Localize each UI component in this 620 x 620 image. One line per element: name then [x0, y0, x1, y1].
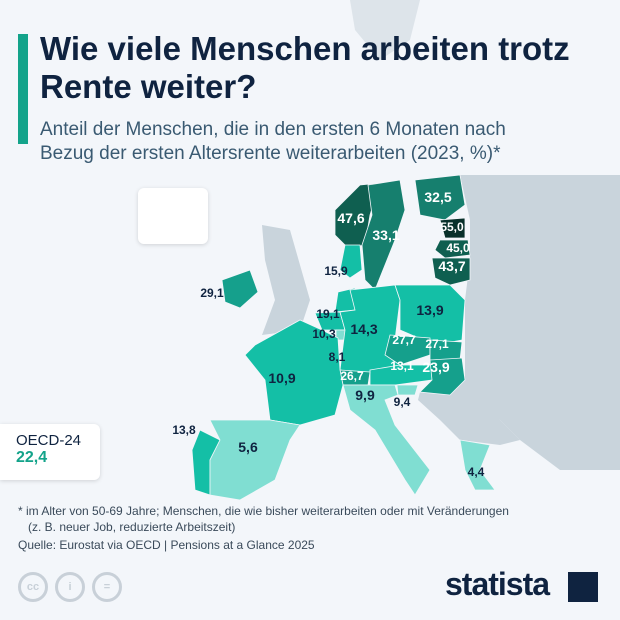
value-label-sweden: 33,1	[372, 227, 400, 243]
value-label-hungary: 23,9	[422, 359, 450, 375]
value-label-netherlands: 19,1	[316, 307, 340, 321]
cc-license-icon[interactable]: cc	[18, 572, 48, 602]
source-text: Quelle: Eurostat via OECD | Pensions at …	[18, 538, 315, 552]
value-label-germany: 14,3	[350, 321, 378, 337]
footnote-line-2: (z. B. neuer Job, reduzierte Arbeitszeit…	[28, 520, 236, 534]
value-label-norway: 47,6	[337, 210, 365, 226]
value-label-lithuania: 43,7	[438, 258, 466, 274]
country-hungary	[419, 357, 466, 396]
country-ireland	[221, 269, 259, 309]
value-label-czechia: 27,7	[392, 333, 416, 347]
footnote: * im Alter von 50-69 Jahre; Menschen, di…	[18, 503, 509, 535]
country-czechia	[384, 334, 431, 366]
oecd-label: OECD-24	[16, 432, 82, 449]
value-label-latvia: 45,0	[446, 241, 470, 255]
country-spain	[209, 419, 301, 501]
value-label-denmark: 15,9	[324, 264, 348, 278]
oecd-value: 22,4	[16, 449, 48, 466]
country-denmark	[339, 244, 363, 279]
value-label-finland: 32,5	[424, 189, 452, 205]
value-label-greece: 4,4	[467, 465, 485, 479]
country-lithuania	[431, 257, 471, 286]
value-label-austria: 13,1	[390, 359, 414, 373]
value-label-spain: 5,6	[238, 439, 258, 455]
value-label-switzerland: 26,7	[340, 369, 364, 383]
value-label-slovenia: 9,4	[393, 395, 411, 409]
attribution-icon[interactable]: i	[55, 572, 85, 602]
non-data-land	[262, 0, 620, 470]
value-label-poland: 13,9	[416, 302, 444, 318]
value-label-italy: 9,9	[355, 387, 375, 403]
country-slovenia	[396, 384, 419, 396]
iceland-inset	[138, 188, 208, 244]
footnote-line-1: * im Alter von 50-69 Jahre; Menschen, di…	[18, 504, 509, 518]
value-label-estonia: 55,0	[440, 220, 464, 234]
country-estonia	[439, 217, 466, 239]
oecd-average-box: OECD-24 22,4	[0, 424, 100, 480]
value-label-luxembourg: 8,1	[328, 350, 346, 364]
country-sweden	[361, 179, 406, 291]
value-label-france: 10,9	[268, 370, 296, 386]
country-latvia	[434, 239, 471, 259]
page-title: Wie viele Menschen arbeiten trotz Rente …	[40, 30, 570, 105]
value-label-belgium: 10,3	[312, 327, 336, 341]
value-label-portugal: 13,8	[172, 423, 196, 437]
statista-logo[interactable]: statista	[445, 566, 550, 602]
value-label-iceland: 35,0	[161, 213, 185, 227]
country-greece	[459, 439, 496, 491]
page-subtitle: Anteil der Menschen, die in den ersten 6…	[40, 119, 506, 164]
value-label-ireland: 29,1	[200, 286, 224, 300]
country-finland	[414, 174, 466, 221]
no-derivatives-icon[interactable]: =	[92, 572, 122, 602]
country-italy	[342, 384, 431, 496]
value-label-slovakia: 27,1	[425, 337, 449, 351]
title-accent-bar	[18, 34, 28, 144]
country-france	[244, 319, 344, 426]
statista-logo-mark	[568, 572, 598, 602]
